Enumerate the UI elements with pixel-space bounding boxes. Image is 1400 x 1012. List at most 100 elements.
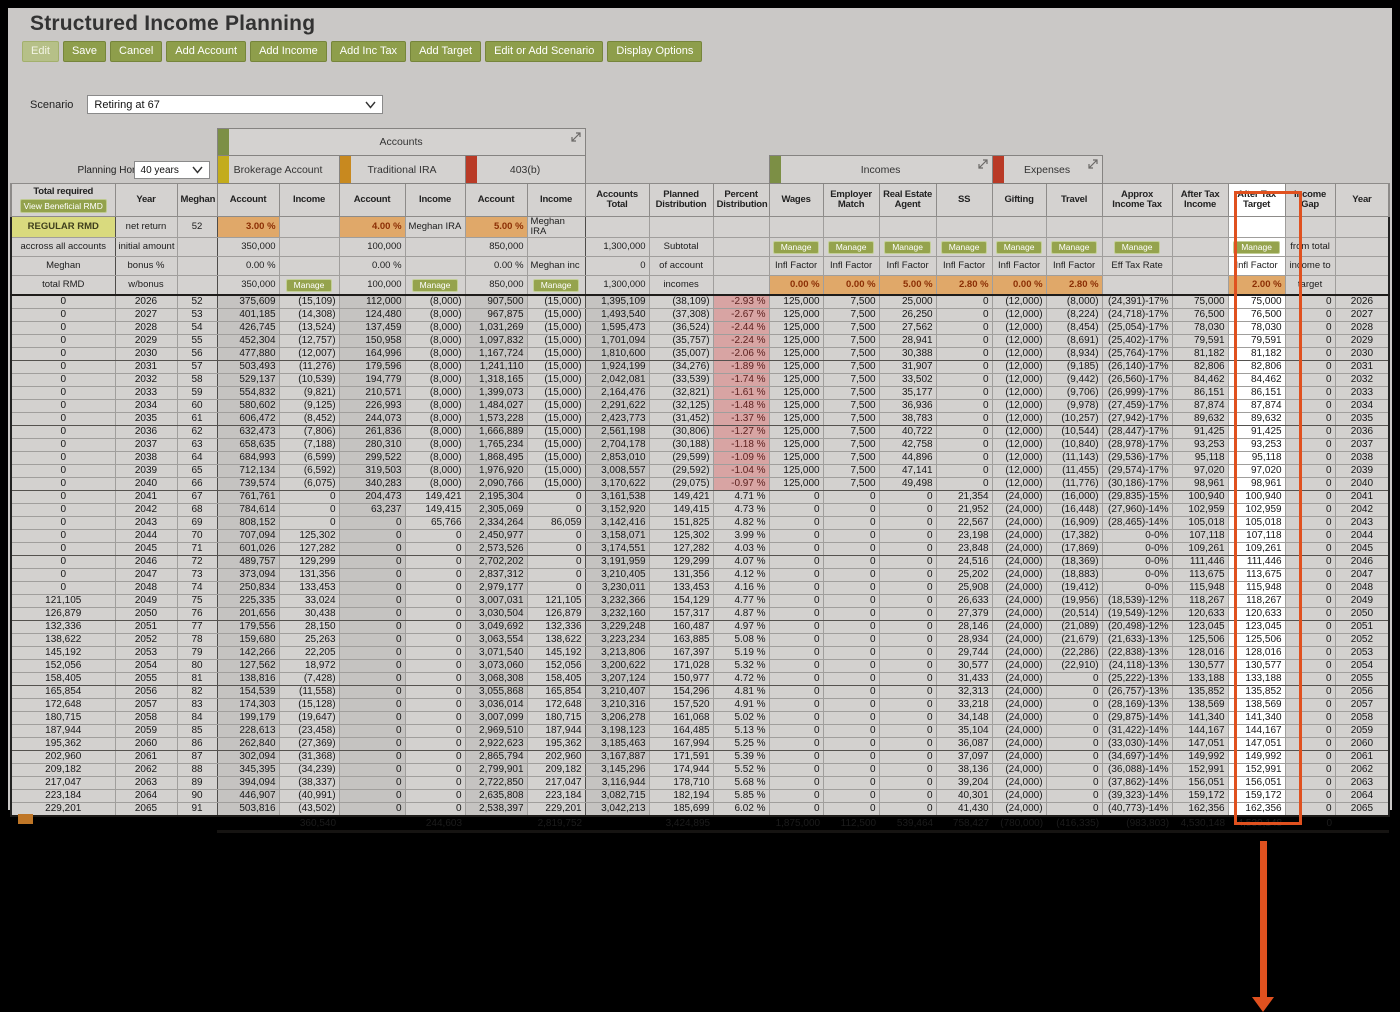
table-row: 0 2039 65 712,134 (6,592) 319,503 (8,000) 1,976… xyxy=(10,464,1391,478)
cell-income-gap: 0 xyxy=(1284,698,1336,712)
manage-brokerage-income-button[interactable]: Manage xyxy=(285,278,333,292)
manage-travel-button[interactable]: Manage xyxy=(1050,240,1098,254)
cell-ss: 0 xyxy=(935,477,993,491)
edit-button[interactable]: Edit xyxy=(22,41,59,62)
cell-total-required: 180,715 xyxy=(10,711,116,725)
cell-approx-income-tax: (22,838)-13% xyxy=(1101,646,1173,660)
expand-icon[interactable] xyxy=(1087,158,1099,173)
meghan-age: 52 xyxy=(176,216,218,238)
cancel-button[interactable]: Cancel xyxy=(110,41,163,62)
eff-tax-rate-label: Eff Tax Rate xyxy=(1101,256,1173,276)
cell-real-estate-agent: 0 xyxy=(878,490,937,504)
cell-total-required: 158,405 xyxy=(10,672,116,686)
cell-403b-account: 3,030,504 xyxy=(464,607,528,621)
ira-with-bonus: 100,000 xyxy=(338,275,406,296)
cell-403b-income: (15,000) xyxy=(526,451,586,465)
cell-year: 2028 xyxy=(114,321,178,335)
add-account-button[interactable]: Add Account xyxy=(166,41,247,62)
traditional-ira-group-header: Traditional IRA xyxy=(338,155,466,184)
manage-ira-income-button[interactable]: Manage xyxy=(411,278,459,292)
gifting-infl-value: 0.00 % xyxy=(991,275,1047,296)
scenario-select[interactable]: Retiring at 67 xyxy=(87,95,384,114)
view-beneficial-rmd-button[interactable]: View Beneficial RMD xyxy=(19,199,107,213)
manage-403b-income-button[interactable]: Manage xyxy=(532,278,580,292)
cell-wages: 0 xyxy=(768,594,824,608)
cell-total-required: 152,056 xyxy=(10,659,116,673)
cell-gifting: (24,000) xyxy=(991,711,1047,725)
cell-accounts-total: 2,561,198 xyxy=(584,425,650,439)
cell-year-right: 2056 xyxy=(1334,685,1391,699)
table-row: 0 2035 61 606,472 (8,452) 244,073 (8,000) 1,573… xyxy=(10,412,1391,426)
manage-ss-button[interactable]: Manage xyxy=(940,240,988,254)
cell-income-gap: 0 xyxy=(1284,542,1336,556)
cell-approx-income-tax: (37,862)-14% xyxy=(1101,776,1173,790)
cell-ira-income: (8,000) xyxy=(404,360,466,374)
cell-accounts-total: 3,161,538 xyxy=(584,490,650,504)
cell-403b-account: 1,318,165 xyxy=(464,373,528,387)
cell-after-tax-target: 128,016 xyxy=(1227,646,1286,660)
cell-wages: 0 xyxy=(768,646,824,660)
col-header-brokerage-income: Income xyxy=(278,183,340,217)
cell-year: 2040 xyxy=(114,477,178,491)
edit-or-add-scenario-button[interactable]: Edit or Add Scenario xyxy=(485,41,604,62)
table-row: 0 2026 52 375,609 (15,109) 112,000 (8,000) 907,… xyxy=(10,294,1391,309)
cell-ira-account: 340,283 xyxy=(338,477,406,491)
cell-travel: (10,257) xyxy=(1045,412,1103,426)
cell-brokerage-account: 250,834 xyxy=(216,581,280,595)
manage-gifting-button[interactable]: Manage xyxy=(995,240,1043,254)
cell-year: 2051 xyxy=(114,620,178,634)
cell-travel: (8,000) xyxy=(1045,294,1103,309)
cell-year: 2047 xyxy=(114,568,178,582)
table-row: 195,362 2060 86 262,840 (27,369) 0 0 2,922,623 1… xyxy=(10,737,1391,751)
cell-percent-distribution: 5.85 % xyxy=(712,789,770,803)
display-options-button[interactable]: Display Options xyxy=(607,41,703,62)
cell-ira-income: 0 xyxy=(404,802,466,817)
ira-bonus: 0.00 % xyxy=(338,256,406,276)
cell-total-required: 0 xyxy=(10,555,116,569)
cell-travel: (16,909) xyxy=(1045,516,1103,530)
cell-brokerage-account: 373,094 xyxy=(216,568,280,582)
save-button[interactable]: Save xyxy=(62,41,107,62)
cell-after-tax-target: 138,569 xyxy=(1227,698,1286,712)
cell-year: 2062 xyxy=(114,763,178,777)
brokerage-group-header: Brokerage Account xyxy=(216,155,340,184)
cell-after-tax-income: 125,506 xyxy=(1171,633,1229,647)
target-infl-value: 2.00 % xyxy=(1227,275,1286,296)
cell-year-right: 2051 xyxy=(1334,620,1391,634)
add-income-button[interactable]: Add Income xyxy=(250,41,327,62)
expand-icon[interactable] xyxy=(570,131,582,146)
cell-real-estate-agent: 0 xyxy=(878,568,937,582)
cell-wages: 0 xyxy=(768,685,824,699)
cell-total-required: 0 xyxy=(10,386,116,400)
cell-employer-match: 7,500 xyxy=(822,308,880,322)
total-403b-income: 2,819,752 xyxy=(527,815,586,833)
add-inc-tax-button[interactable]: Add Inc Tax xyxy=(330,41,407,62)
cell-real-estate-agent: 0 xyxy=(878,516,937,530)
manage-wages-button[interactable]: Manage xyxy=(772,240,820,254)
cell-ira-income: 0 xyxy=(404,620,466,634)
manage-employer-match-button[interactable]: Manage xyxy=(827,240,875,254)
cell-real-estate-agent: 0 xyxy=(878,737,937,751)
cell-planned-distribution: (32,125) xyxy=(648,399,714,413)
cell-total-required: 187,944 xyxy=(10,724,116,738)
cell-403b-account: 3,007,031 xyxy=(464,594,528,608)
table-row: 0 2037 63 658,635 (7,188) 280,310 (8,000) 1,765… xyxy=(10,438,1391,452)
planning-horizon-select[interactable]: 40 years xyxy=(133,161,210,179)
cell-travel: 0 xyxy=(1045,789,1103,803)
add-target-button[interactable]: Add Target xyxy=(410,41,482,62)
planned-incomes-label: incomes xyxy=(648,275,714,296)
manage-real-estate-button[interactable]: Manage xyxy=(884,240,931,254)
manage-tax-button[interactable]: Manage xyxy=(1113,240,1161,254)
cell-travel: (21,679) xyxy=(1045,633,1103,647)
cell-approx-income-tax: (29,574)-17% xyxy=(1101,464,1173,478)
cell-ira-income: 0 xyxy=(404,750,466,764)
cell-403b-account: 3,068,308 xyxy=(464,672,528,686)
infl-factor-match: Infl Factor xyxy=(822,256,880,276)
cell-after-tax-income: 91,425 xyxy=(1171,425,1229,439)
manage-target-button[interactable]: Manage xyxy=(1233,240,1280,254)
cell-planned-distribution: 150,977 xyxy=(648,672,714,686)
cell-brokerage-income: 25,263 xyxy=(278,633,340,647)
cell-accounts-total: 2,423,773 xyxy=(584,412,650,426)
expand-icon[interactable] xyxy=(977,158,989,173)
cell-income-gap: 0 xyxy=(1284,763,1336,777)
